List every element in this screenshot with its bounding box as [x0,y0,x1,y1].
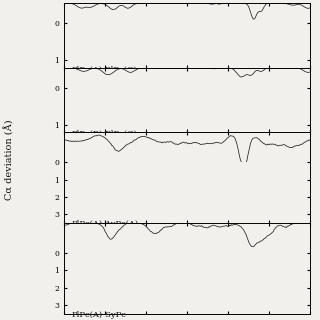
Text: PlPc(A)-SyPc: PlPc(A)-SyPc [71,311,126,319]
Text: PlPc(B)-PlPc(C): PlPc(B)-PlPc(C) [71,130,137,138]
Text: PlPc(A)-PlPc(C): PlPc(A)-PlPc(C) [71,66,137,74]
Text: Cα deviation (Å): Cα deviation (Å) [4,120,15,200]
Text: PlPc(A)-AvPc(A): PlPc(A)-AvPc(A) [71,220,139,228]
